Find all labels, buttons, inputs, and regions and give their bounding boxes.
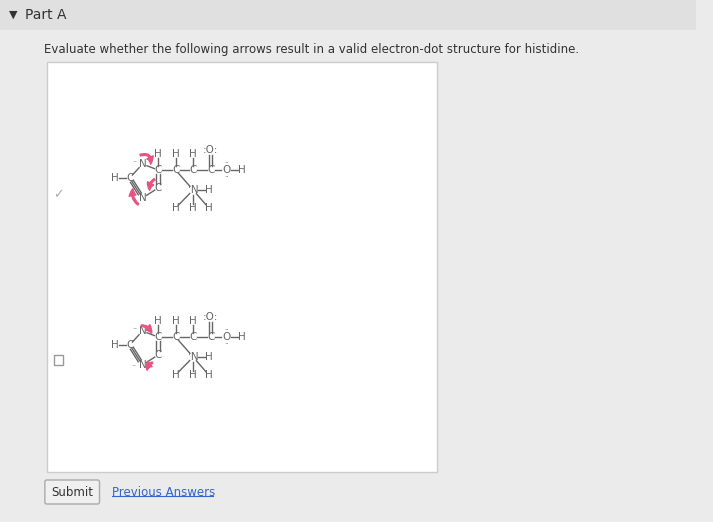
Text: H: H	[238, 332, 246, 342]
Text: H: H	[189, 149, 197, 159]
Text: H: H	[205, 185, 212, 195]
Text: ··: ··	[131, 196, 136, 205]
Text: 'N: 'N	[188, 352, 198, 362]
FancyBboxPatch shape	[45, 480, 100, 504]
Text: ··: ··	[132, 326, 137, 335]
Text: H: H	[172, 370, 180, 380]
FancyArrowPatch shape	[148, 179, 155, 191]
Text: Previous Answers: Previous Answers	[112, 485, 215, 499]
Text: H: H	[189, 316, 197, 326]
Text: ··: ··	[132, 159, 137, 168]
Text: N: N	[138, 193, 146, 203]
FancyArrowPatch shape	[140, 153, 153, 164]
Text: O: O	[222, 332, 230, 342]
Text: C: C	[207, 332, 215, 342]
Text: ✓: ✓	[53, 188, 63, 201]
Text: C: C	[172, 332, 179, 342]
Text: C: C	[126, 173, 133, 183]
Text: C: C	[190, 165, 197, 175]
Text: ▼: ▼	[9, 10, 18, 20]
FancyBboxPatch shape	[53, 355, 63, 365]
Text: H: H	[154, 149, 162, 159]
Text: 'N: 'N	[188, 185, 198, 195]
FancyArrowPatch shape	[129, 188, 139, 205]
Text: H: H	[172, 149, 180, 159]
Text: H: H	[205, 352, 212, 362]
Text: ··: ··	[224, 341, 229, 347]
Text: H: H	[111, 173, 119, 183]
Text: C: C	[172, 165, 179, 175]
Text: H: H	[172, 316, 180, 326]
Text: H: H	[205, 370, 212, 380]
Text: ··: ··	[224, 174, 229, 180]
FancyArrowPatch shape	[146, 361, 153, 370]
Text: C: C	[154, 350, 162, 360]
Bar	[0, 0, 696, 30]
Text: N: N	[138, 159, 146, 169]
Text: H: H	[154, 316, 162, 326]
Text: C: C	[126, 340, 133, 350]
FancyArrowPatch shape	[141, 325, 152, 333]
Text: ··: ··	[224, 327, 229, 333]
Text: C: C	[154, 165, 162, 175]
Text: :O:: :O:	[203, 312, 218, 322]
Text: H: H	[189, 203, 197, 213]
Text: H: H	[238, 165, 246, 175]
Text: ··: ··	[131, 362, 136, 372]
Text: C: C	[154, 332, 162, 342]
Text: Part A: Part A	[26, 8, 67, 22]
Text: C: C	[154, 183, 162, 193]
Text: H: H	[172, 203, 180, 213]
Text: C: C	[207, 165, 215, 175]
FancyBboxPatch shape	[47, 62, 437, 472]
Text: C: C	[190, 332, 197, 342]
Text: ··: ··	[224, 160, 229, 166]
Text: N: N	[138, 360, 146, 370]
Text: O: O	[222, 165, 230, 175]
Text: H: H	[111, 340, 119, 350]
Text: H: H	[205, 203, 212, 213]
Text: H: H	[189, 370, 197, 380]
Text: :O:: :O:	[203, 145, 218, 155]
Text: Evaluate whether the following arrows result in a valid electron-dot structure f: Evaluate whether the following arrows re…	[44, 43, 579, 56]
Text: N: N	[138, 326, 146, 336]
Text: Submit: Submit	[51, 485, 93, 499]
